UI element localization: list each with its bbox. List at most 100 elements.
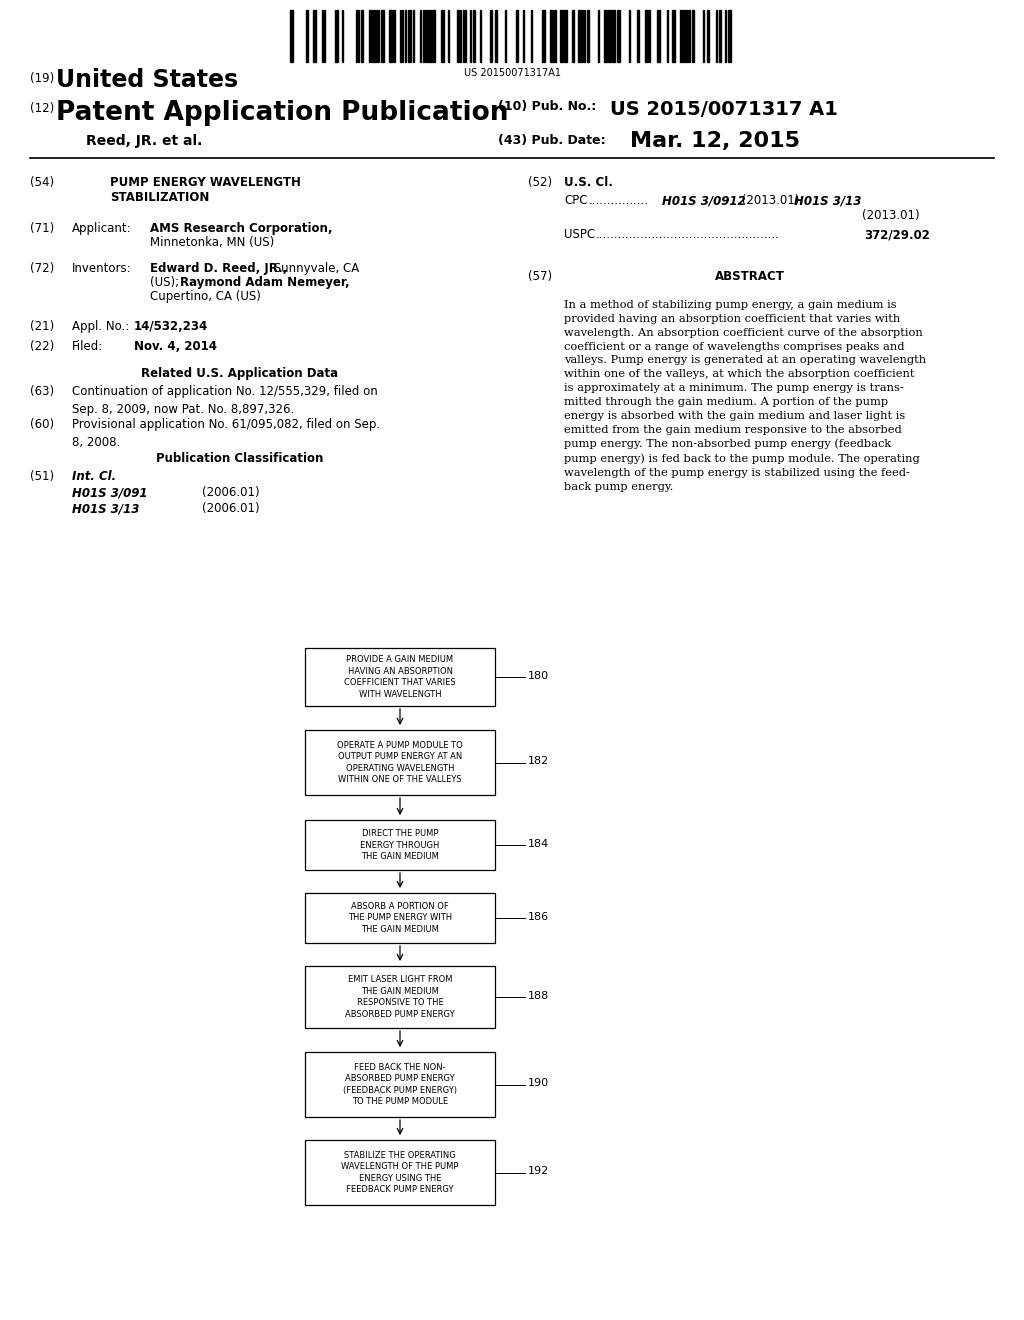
- Text: H01S 3/091: H01S 3/091: [72, 486, 147, 499]
- Text: (12): (12): [30, 102, 54, 115]
- Text: 192: 192: [528, 1167, 549, 1176]
- Bar: [389, 11, 392, 62]
- Bar: [457, 11, 459, 62]
- Text: US 2015/0071317 A1: US 2015/0071317 A1: [610, 100, 838, 119]
- Bar: [335, 11, 338, 62]
- Bar: [617, 11, 620, 62]
- Bar: [564, 11, 567, 62]
- Bar: [587, 11, 589, 62]
- Text: (71): (71): [30, 222, 54, 235]
- Text: (54): (54): [30, 176, 54, 189]
- Text: Applicant:: Applicant:: [72, 222, 132, 235]
- Bar: [305, 820, 495, 870]
- Text: CPC: CPC: [564, 194, 588, 207]
- Text: STABILIZE THE OPERATING
WAVELENGTH OF THE PUMP
ENERGY USING THE
FEEDBACK PUMP EN: STABILIZE THE OPERATING WAVELENGTH OF TH…: [341, 1151, 459, 1195]
- Text: 180: 180: [528, 671, 549, 681]
- Text: (22): (22): [30, 341, 54, 352]
- Bar: [604, 11, 607, 62]
- Bar: [361, 11, 362, 62]
- Text: (52): (52): [528, 176, 552, 189]
- Text: (2013.01): (2013.01): [862, 209, 920, 222]
- Bar: [429, 11, 431, 62]
- Text: Reed, JR. et al.: Reed, JR. et al.: [86, 135, 203, 148]
- Text: Appl. No.:: Appl. No.:: [72, 319, 129, 333]
- Text: Mar. 12, 2015: Mar. 12, 2015: [630, 131, 800, 150]
- Bar: [305, 648, 495, 706]
- Text: ABSORB A PORTION OF
THE PUMP ENERGY WITH
THE GAIN MEDIUM: ABSORB A PORTION OF THE PUMP ENERGY WITH…: [348, 902, 452, 935]
- Bar: [680, 11, 682, 62]
- Text: (2006.01): (2006.01): [202, 502, 260, 515]
- Bar: [560, 11, 563, 62]
- Bar: [637, 11, 639, 62]
- Text: Publication Classification: Publication Classification: [157, 451, 324, 465]
- Bar: [290, 11, 293, 62]
- Text: Inventors:: Inventors:: [72, 261, 132, 275]
- Text: Related U.S. Application Data: Related U.S. Application Data: [141, 367, 339, 380]
- Text: FEED BACK THE NON-
ABSORBED PUMP ENERGY
(FEEDBACK PUMP ENERGY)
TO THE PUMP MODUL: FEED BACK THE NON- ABSORBED PUMP ENERGY …: [343, 1063, 457, 1106]
- Bar: [305, 1140, 495, 1205]
- Bar: [305, 1052, 495, 1117]
- Bar: [305, 730, 495, 795]
- Text: United States: United States: [56, 69, 239, 92]
- Text: Nov. 4, 2014: Nov. 4, 2014: [134, 341, 217, 352]
- Text: Patent Application Publication: Patent Application Publication: [56, 100, 509, 125]
- Bar: [572, 11, 574, 62]
- Text: Edward D. Reed, JR.,: Edward D. Reed, JR.,: [150, 261, 288, 275]
- Text: Int. Cl.: Int. Cl.: [72, 470, 116, 483]
- Text: (10) Pub. No.:: (10) Pub. No.:: [498, 100, 596, 114]
- Text: Filed:: Filed:: [72, 341, 103, 352]
- Text: (19): (19): [30, 73, 54, 84]
- Text: 188: 188: [528, 991, 549, 1001]
- Text: H01S 3/13: H01S 3/13: [72, 502, 139, 515]
- Bar: [728, 11, 731, 62]
- Text: 190: 190: [528, 1078, 549, 1089]
- Text: OPERATE A PUMP MODULE TO
OUTPUT PUMP ENERGY AT AN
OPERATING WAVELENGTH
WITHIN ON: OPERATE A PUMP MODULE TO OUTPUT PUMP ENE…: [337, 741, 463, 784]
- Bar: [393, 11, 395, 62]
- Bar: [313, 11, 316, 62]
- Text: (2013.01);: (2013.01);: [738, 194, 807, 207]
- Text: PUMP ENERGY WAVELENGTH: PUMP ENERGY WAVELENGTH: [110, 176, 301, 189]
- Text: (43) Pub. Date:: (43) Pub. Date:: [498, 135, 605, 147]
- Text: Minnetonka, MN (US): Minnetonka, MN (US): [150, 236, 274, 249]
- Bar: [516, 11, 518, 62]
- Text: Sunnyvale, CA: Sunnyvale, CA: [270, 261, 359, 275]
- Text: DIRECT THE PUMP
ENERGY THROUGH
THE GAIN MEDIUM: DIRECT THE PUMP ENERGY THROUGH THE GAIN …: [360, 829, 439, 861]
- Bar: [305, 894, 495, 942]
- Bar: [305, 966, 495, 1028]
- Bar: [578, 11, 581, 62]
- Text: 184: 184: [528, 840, 549, 849]
- Text: (2006.01): (2006.01): [202, 486, 260, 499]
- Text: (21): (21): [30, 319, 54, 333]
- Bar: [408, 11, 411, 62]
- Text: H01S 3/0912: H01S 3/0912: [662, 194, 745, 207]
- Bar: [657, 11, 660, 62]
- Text: STABILIZATION: STABILIZATION: [110, 191, 209, 205]
- Text: (57): (57): [528, 271, 552, 282]
- Text: (60): (60): [30, 418, 54, 432]
- Text: U.S. Cl.: U.S. Cl.: [564, 176, 613, 189]
- Bar: [692, 11, 694, 62]
- Text: Cupertino, CA (US): Cupertino, CA (US): [150, 290, 261, 304]
- Text: (US);: (US);: [150, 276, 183, 289]
- Bar: [686, 11, 688, 62]
- Bar: [645, 11, 648, 62]
- Text: In a method of stabilizing pump energy, a gain medium is
provided having an abso: In a method of stabilizing pump energy, …: [564, 300, 926, 491]
- Bar: [381, 11, 384, 62]
- Text: Continuation of application No. 12/555,329, filed on
Sep. 8, 2009, now Pat. No. : Continuation of application No. 12/555,3…: [72, 385, 378, 416]
- Bar: [683, 11, 685, 62]
- Bar: [608, 11, 611, 62]
- Text: H01S 3/13: H01S 3/13: [794, 194, 861, 207]
- Bar: [441, 11, 444, 62]
- Text: US 20150071317A1: US 20150071317A1: [464, 69, 560, 78]
- Bar: [707, 11, 709, 62]
- Text: AMS Research Corporation,: AMS Research Corporation,: [150, 222, 333, 235]
- Bar: [554, 11, 556, 62]
- Text: 186: 186: [528, 912, 549, 921]
- Text: Raymond Adam Nemeyer,: Raymond Adam Nemeyer,: [180, 276, 349, 289]
- Text: EMIT LASER LIGHT FROM
THE GAIN MEDIUM
RESPONSIVE TO THE
ABSORBED PUMP ENERGY: EMIT LASER LIGHT FROM THE GAIN MEDIUM RE…: [345, 975, 455, 1019]
- Text: .................................................: ........................................…: [596, 228, 779, 242]
- Text: PROVIDE A GAIN MEDIUM
HAVING AN ABSORPTION
COEFFICIENT THAT VARIES
WITH WAVELENG: PROVIDE A GAIN MEDIUM HAVING AN ABSORPTI…: [344, 655, 456, 698]
- Text: (51): (51): [30, 470, 54, 483]
- Bar: [490, 11, 492, 62]
- Text: ................: ................: [589, 194, 649, 207]
